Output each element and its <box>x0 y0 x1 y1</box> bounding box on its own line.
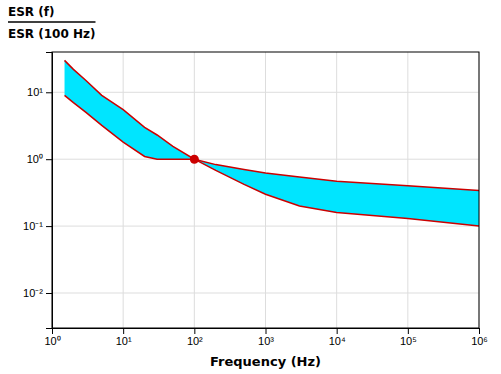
y-label-denominator: ESR (100 Hz) <box>8 27 95 41</box>
y-tick-label: 10⁰ <box>27 153 43 165</box>
grid-line-x <box>123 52 124 328</box>
x-tick-label: 10⁴ <box>329 335 346 347</box>
x-axis-label: Frequency (Hz) <box>210 354 321 369</box>
boundary-line <box>65 95 479 226</box>
y-axis: 10⁻² 10⁻¹ 10⁰ 10¹ <box>23 53 52 329</box>
grid-line-y <box>52 159 479 160</box>
grid-line-y <box>52 293 479 294</box>
y-tick-label: 10¹ <box>27 86 43 98</box>
x-axis: 10⁰ 10¹ 10² 10³ 10⁴ 10⁵ 10⁶ <box>44 328 488 347</box>
x-tick-mark <box>266 328 267 334</box>
y-axis-line <box>46 53 53 329</box>
y-label-numerator: ESR (f) <box>8 5 54 19</box>
y-tick: 10⁻¹ <box>23 220 52 232</box>
x-tick: 10⁰ <box>44 328 60 347</box>
chart: 10⁰ 10¹ 10² 10³ 10⁴ 10⁵ 10⁶ 10⁻² 10⁻¹ 10⁰ 10¹ Frequ… <box>0 0 501 374</box>
y-tick-mark <box>46 293 52 294</box>
y-tick-label: 10⁻² <box>23 287 43 299</box>
x-tick-mark <box>479 328 480 334</box>
grid <box>52 52 479 328</box>
boundary-line <box>65 60 479 190</box>
x-tick-label: 10⁰ <box>44 335 60 347</box>
data-group <box>65 60 479 226</box>
x-tick-mark <box>123 328 124 334</box>
x-tick: 10¹ <box>116 328 132 347</box>
plot-frame <box>52 52 479 328</box>
x-tick: 10² <box>187 328 203 347</box>
grid-line-y <box>52 226 479 227</box>
grid-line-y <box>52 92 479 93</box>
x-tick-label: 10⁵ <box>400 335 417 347</box>
y-tick: 10⁻² <box>23 287 52 299</box>
x-axis-line <box>53 329 480 335</box>
x-tick: 10³ <box>258 328 274 347</box>
x-tick-label: 10⁶ <box>471 335 488 347</box>
x-tick-label: 10³ <box>258 335 274 347</box>
grid-line-x <box>194 52 195 328</box>
reference-point <box>190 155 199 164</box>
band <box>65 60 479 226</box>
x-tick-label: 10¹ <box>116 335 132 347</box>
x-tick-mark <box>194 328 195 334</box>
x-tick-mark <box>337 328 338 334</box>
y-tick-mark <box>46 159 52 160</box>
x-tick: 10⁵ <box>400 328 417 347</box>
plot-area: 10⁰ 10¹ 10² 10³ 10⁴ 10⁵ 10⁶ 10⁻² 10⁻¹ 10⁰ 10¹ <box>23 52 488 347</box>
y-label-fraction-bar <box>8 21 95 23</box>
y-tick-mark <box>46 92 52 93</box>
x-tick: 10⁶ <box>471 328 488 347</box>
x-tick: 10⁴ <box>329 328 346 347</box>
x-tick-mark <box>408 328 409 334</box>
x-tick-label: 10² <box>187 335 203 347</box>
y-tick: 10⁰ <box>27 153 52 165</box>
y-tick-mark <box>46 226 52 227</box>
y-tick: 10¹ <box>27 86 52 98</box>
y-tick-label: 10⁻¹ <box>23 220 43 232</box>
